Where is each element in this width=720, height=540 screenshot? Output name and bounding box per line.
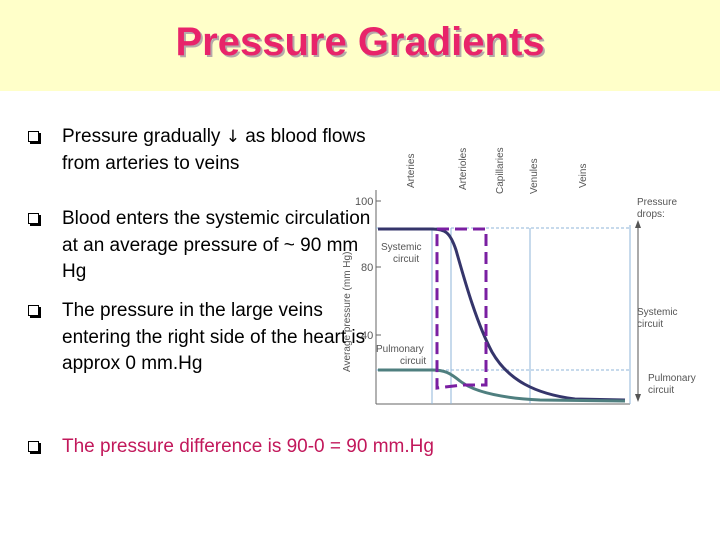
pulmonary-label-line: circuit — [400, 356, 426, 367]
pressure-drops-line: drops: — [637, 209, 665, 220]
bullet-text: Blood enters the systemic circulation at… — [62, 208, 371, 282]
right-systemic-line: Systemic — [637, 307, 678, 318]
bullet-item: The pressure difference is 90-0 = 90 mm.… — [28, 434, 582, 461]
checkbox-bullet-icon — [28, 213, 39, 224]
vessel-label: Arterioles — [458, 148, 469, 190]
systemic-circuit-label: Systemic circuit — [381, 242, 424, 265]
systemic-label-line: Systemic — [381, 242, 422, 253]
bullet-text: The pressure difference is 90-0 = 90 mm.… — [62, 436, 434, 457]
right-systemic-label: Systemic circuit — [637, 307, 680, 330]
y-axis-label: Average pressure (mm Hg) — [342, 252, 353, 372]
right-pulmonary-line: Pulmonary — [648, 373, 696, 384]
bullet-text: Pressure gradually — [62, 126, 226, 147]
pulmonary-curve — [378, 368, 626, 403]
bullet-item: Pressure gradually ↓ as blood flows from… — [28, 124, 374, 177]
checkbox-bullet-icon — [28, 305, 39, 316]
y-tick-label: 100 — [355, 196, 373, 208]
bullet-item: The pressure in the large veins entering… — [28, 298, 374, 378]
pressure-drop-arrowhead-bottom — [635, 394, 641, 402]
checkbox-bullet-icon — [28, 441, 39, 452]
pressure-drop-arrowhead-top — [635, 220, 641, 228]
bullet-text-after: as blood flows from arteries to veins — [62, 126, 366, 174]
pressure-drops-label: Pressure drops: — [637, 197, 680, 220]
vessel-label: Veins — [578, 164, 589, 188]
vessel-label: Arteries — [406, 154, 417, 188]
y-tick-label: 40 — [361, 330, 373, 342]
systemic-label-line: circuit — [393, 254, 419, 265]
checkbox-bullet-icon — [28, 131, 39, 142]
pulmonary-circuit-label: Pulmonary circuit — [376, 344, 427, 367]
systemic-curve — [378, 227, 626, 402]
vessel-label: Venules — [529, 158, 540, 194]
right-pulmonary-line: circuit — [648, 385, 674, 396]
slide-title: Pressure Gradients — [175, 20, 545, 64]
bullet-item: Blood enters the systemic circulation at… — [28, 206, 374, 286]
title-band — [0, 0, 720, 91]
bullet-text: The pressure in the large veins entering… — [62, 300, 366, 374]
down-arrow-icon: ↓ — [225, 127, 240, 147]
vessel-label: Capillaries — [495, 147, 506, 194]
highlight-dashed-box — [435, 227, 488, 390]
y-tick-label: 80 — [361, 262, 373, 274]
pressure-drops-line: Pressure — [637, 197, 677, 208]
pulmonary-label-line: Pulmonary — [376, 344, 424, 355]
right-pulmonary-label: Pulmonary circuit — [648, 373, 699, 396]
right-systemic-line: circuit — [637, 319, 663, 330]
